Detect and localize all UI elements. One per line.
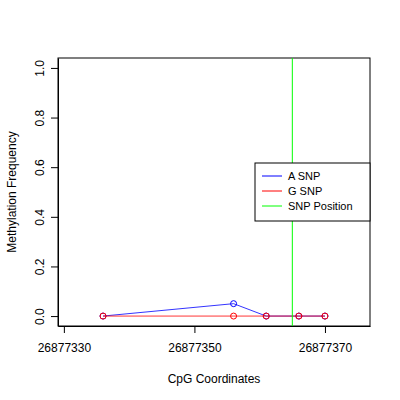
series-point <box>100 313 106 319</box>
legend-swatch <box>262 176 282 177</box>
chart: 26877330 26877350 26877370 0.0 0.2 0.4 0.6 0.8 1… <box>0 0 400 400</box>
x-tick-label: 26877370 <box>299 341 353 355</box>
legend: A SNP G SNP SNP Position <box>255 163 370 221</box>
y-tick: 0.6 <box>33 159 58 176</box>
legend-box <box>255 163 370 221</box>
legend-label: SNP Position <box>288 200 353 212</box>
x-tick-label: 26877330 <box>38 341 92 355</box>
y-tick-mark <box>51 266 58 267</box>
series-line <box>103 304 325 316</box>
series-point <box>296 313 302 319</box>
legend-label: A SNP <box>288 170 320 182</box>
y-tick: 0.4 <box>33 209 58 226</box>
x-axis-title: CpG Coordinates <box>168 372 261 386</box>
legend-label: G SNP <box>288 185 322 197</box>
y-tick-label: 0.4 <box>33 209 47 226</box>
x-tick: 26877330 <box>38 326 92 355</box>
x-tick: 26877350 <box>168 326 222 355</box>
plot-frame <box>58 58 370 326</box>
y-tick-label: 0.6 <box>33 159 47 176</box>
x-axis-line <box>59 326 371 327</box>
x-tick: 26877370 <box>299 326 353 355</box>
y-tick-label: 0.8 <box>33 109 47 126</box>
series-line <box>103 316 325 317</box>
y-axis: 0.0 0.2 0.4 0.6 0.8 1.0 <box>33 59 59 327</box>
x-tick-mark <box>64 326 65 333</box>
y-tick: 0.8 <box>33 109 58 126</box>
y-tick-mark <box>51 217 58 218</box>
plot-marks <box>100 58 328 326</box>
x-tick-mark <box>194 326 195 333</box>
legend-swatch <box>262 206 282 207</box>
y-tick-mark <box>51 316 58 317</box>
legend-swatch <box>262 191 282 192</box>
series-point <box>263 313 269 319</box>
x-tick-mark <box>325 326 326 333</box>
y-tick-mark <box>51 167 58 168</box>
y-tick-label: 1.0 <box>33 60 47 77</box>
x-tick-label: 26877350 <box>168 341 222 355</box>
y-axis-line <box>58 59 59 327</box>
x-axis: 26877330 26877350 26877370 <box>38 326 371 355</box>
series-point <box>231 313 237 319</box>
series-point <box>322 313 328 319</box>
series-point <box>231 301 237 307</box>
y-axis-title: Methylation Frequency <box>5 131 19 252</box>
y-tick: 0.2 <box>33 258 58 275</box>
y-tick-mark <box>51 118 58 119</box>
y-tick-label: 0.2 <box>33 258 47 275</box>
y-tick: 0.0 <box>33 308 58 325</box>
y-tick: 1.0 <box>33 60 58 77</box>
y-tick-label: 0.0 <box>33 308 47 325</box>
y-tick-mark <box>51 68 58 69</box>
